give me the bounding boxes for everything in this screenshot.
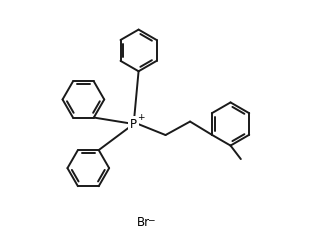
Text: +: + bbox=[137, 113, 144, 122]
Text: P: P bbox=[130, 118, 137, 130]
Text: Br: Br bbox=[137, 216, 150, 229]
Text: −: − bbox=[146, 216, 154, 225]
